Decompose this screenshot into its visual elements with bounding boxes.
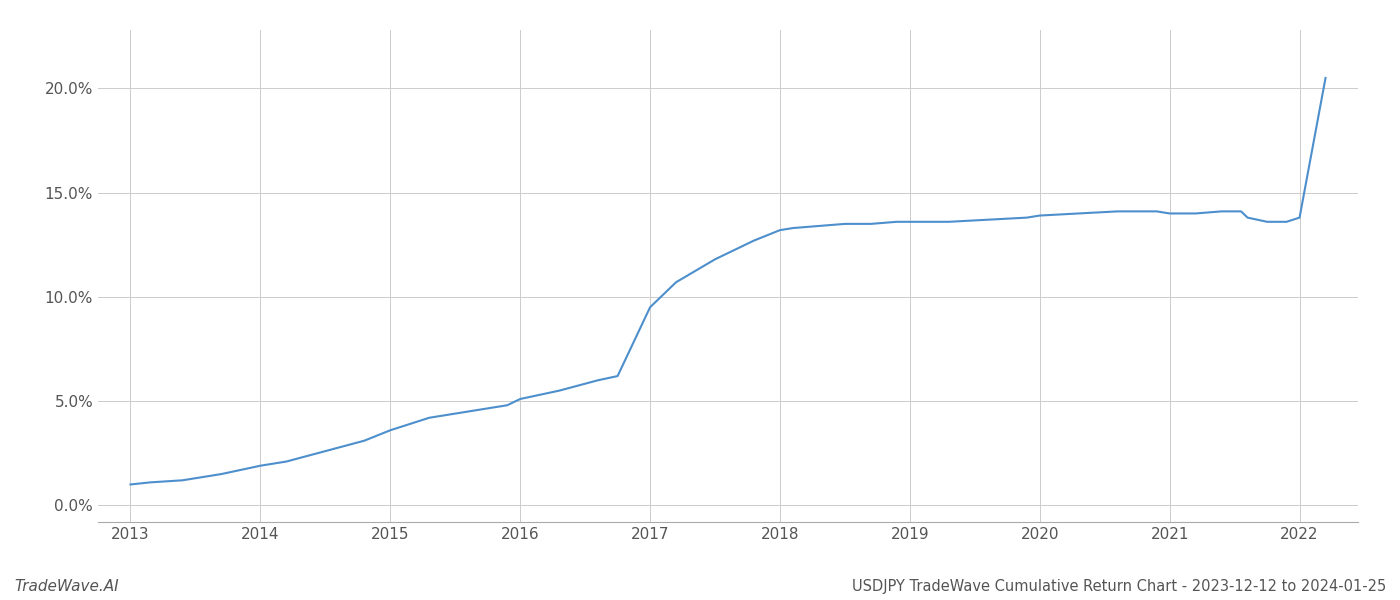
- Text: USDJPY TradeWave Cumulative Return Chart - 2023-12-12 to 2024-01-25: USDJPY TradeWave Cumulative Return Chart…: [851, 579, 1386, 594]
- Text: TradeWave.AI: TradeWave.AI: [14, 579, 119, 594]
